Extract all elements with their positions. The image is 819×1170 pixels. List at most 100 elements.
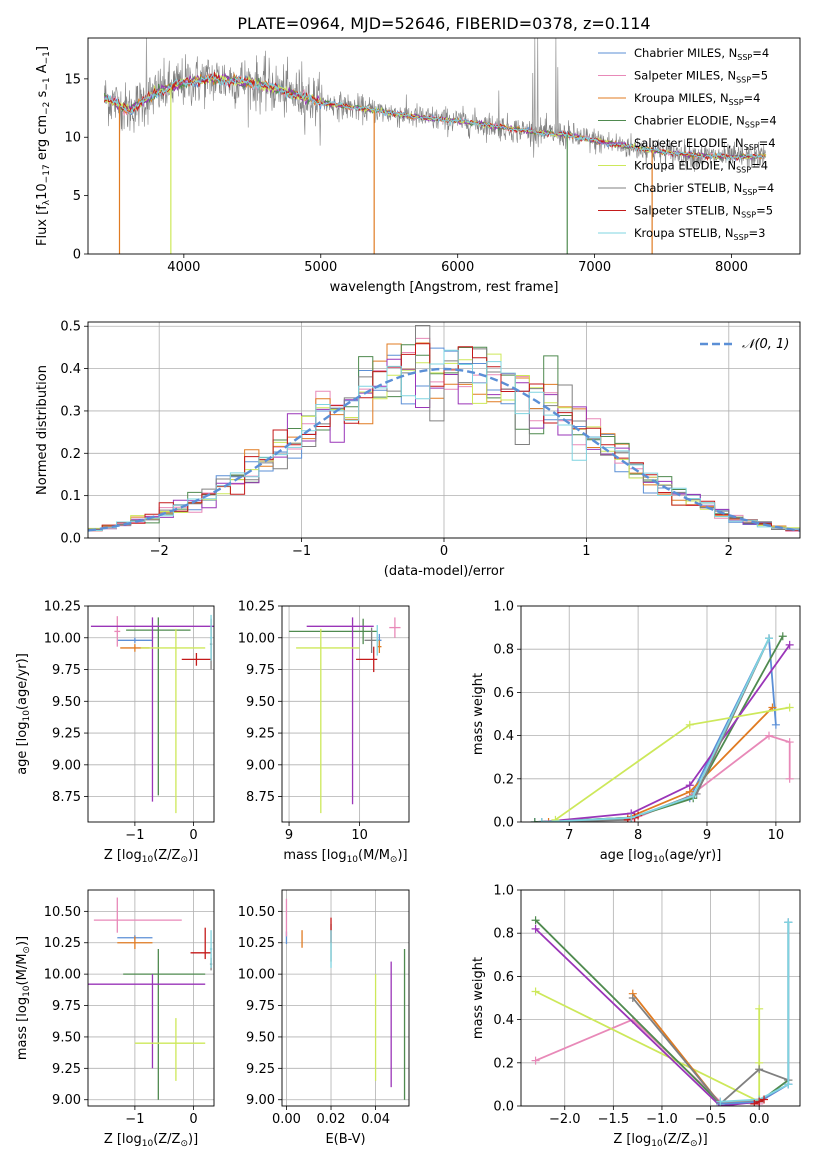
axes-mass_vs_z: −1 0 9.00 9.25 9.50 9.75 10.00 10.25 10.50 Z [log… — [15, 889, 215, 1149]
weight-marker — [531, 924, 540, 933]
axes-mass_vs_ebv: 0.00 0.02 0.04 9.00 9.25 9.50 9.75 10.00 10.25 10… — [238, 889, 410, 1147]
errorbar-salpeter_stelib — [181, 653, 212, 666]
y-tick-label: 9.00 — [246, 1093, 275, 1108]
weight-marker — [784, 918, 793, 927]
y-tick-label: 15 — [64, 72, 81, 87]
x-tick-label: 0.04 — [361, 1112, 390, 1127]
y-tick-label: 8.75 — [52, 790, 81, 805]
weight-marker — [755, 1004, 764, 1013]
y-axis-label: mass weight — [471, 957, 486, 1039]
y-tick-label: 10.25 — [238, 936, 275, 951]
x-axis-label: mass [log10(M/M⊙)] — [283, 848, 407, 865]
errorbar-kroupa_elodie — [140, 628, 206, 814]
y-tick-label: 8.75 — [246, 790, 275, 805]
x-axis-label: Z [log10(Z/Z⊙)] — [104, 848, 198, 865]
emission-line — [554, 38, 557, 134]
x-tick-label: 10 — [351, 828, 368, 843]
x-axis-label: Z [log10(Z/Z⊙)] — [613, 1132, 707, 1149]
y-tick-label: 0.8 — [493, 643, 514, 658]
errorbar-kroupa_stelib — [375, 625, 379, 656]
legend-label: Kroupa ELODIE, NSSP=4 — [634, 159, 768, 175]
emission-line — [300, 61, 303, 97]
weight-marker — [716, 1097, 725, 1106]
axes-frame — [87, 889, 215, 1107]
x-tick-label: −1 — [125, 828, 144, 843]
x-tick-label: 0 — [440, 544, 448, 559]
weight-marker — [530, 818, 539, 822]
y-tick-label: 10.00 — [238, 631, 275, 646]
plot-area-age_vs_z — [90, 614, 214, 814]
x-axis-label: E(B-V) — [325, 1132, 365, 1147]
x-tick-label: 9 — [703, 828, 711, 843]
y-tick-label: 0.0 — [493, 816, 514, 831]
weight-marker — [785, 774, 794, 783]
legend-label: 𝒩(0, 1) — [742, 337, 789, 352]
y-tick-label: 10.25 — [238, 600, 275, 615]
weight-line-kroupa_stelib — [720, 922, 790, 1103]
y-axis-label: Flux [fλ10−17 erg cm−2 s−1 A−1] — [35, 46, 52, 246]
legend-label: Salpeter MILES, NSSP=5 — [634, 69, 768, 85]
weight-marker — [685, 720, 694, 729]
x-tick-label: 7000 — [578, 260, 611, 275]
axes-frame — [87, 37, 801, 255]
y-tick-label: 10 — [64, 131, 81, 146]
x-tick-label: −1 — [125, 1112, 144, 1127]
figure-title: PLATE=0964, MJD=52646, FIBERID=0378, z=0… — [237, 14, 650, 33]
y-tick-label: 9.00 — [52, 758, 81, 773]
legend-gaussian: 𝒩(0, 1) — [700, 337, 789, 352]
weight-marker — [771, 720, 780, 729]
y-tick-label: 9.25 — [52, 727, 81, 742]
plot-area-mass_vs_z — [88, 897, 213, 1100]
errorbar-salpeter_stelib — [190, 927, 212, 960]
y-tick-label: 0.0 — [493, 1100, 514, 1115]
plot-area-residuals — [88, 325, 800, 532]
y-tick-label: 9.00 — [246, 758, 275, 773]
x-tick-label: −1.5 — [598, 1112, 630, 1127]
y-axis-label: age [log10(age/yr)] — [15, 653, 32, 775]
errorbar-kroupa_stelib — [209, 614, 213, 661]
y-tick-label: 1.0 — [493, 600, 514, 615]
emission-line — [145, 38, 148, 100]
x-tick-label: 6000 — [441, 260, 474, 275]
x-tick-label: 2 — [725, 544, 733, 559]
emission-line — [497, 90, 500, 127]
y-tick-label: 9.25 — [52, 1062, 81, 1077]
y-tick-label: 10.00 — [238, 968, 275, 983]
errorbar-salpeter_miles — [93, 897, 182, 933]
legend-label: Chabrier STELIB, NSSP=4 — [634, 181, 774, 197]
x-tick-label: 0.00 — [272, 1112, 301, 1127]
weight-marker — [765, 731, 773, 740]
y-tick-label: 0 — [73, 248, 81, 263]
x-tick-label: −1 — [292, 544, 311, 559]
y-tick-label: 9.75 — [52, 999, 81, 1014]
axes-frame — [87, 605, 215, 823]
errorbar-chabrier_elodie — [126, 617, 191, 796]
y-tick-label: 9.50 — [52, 695, 81, 710]
y-tick-label: 0.2 — [493, 1056, 514, 1071]
weight-marker — [544, 818, 553, 822]
plot-area-spectrum — [103, 38, 767, 254]
emission-line — [533, 38, 536, 132]
legend-label: Kroupa STELIB, NSSP=3 — [634, 226, 765, 242]
x-tick-label: 7 — [565, 828, 573, 843]
y-tick-label: 10.25 — [44, 936, 81, 951]
emission-line — [531, 73, 534, 132]
errorbar-kroupa_stelib — [209, 930, 213, 968]
x-tick-label: 0.02 — [317, 1112, 346, 1127]
y-tick-label: 9.75 — [52, 663, 81, 678]
y-axis-label: mass weight — [471, 673, 486, 755]
errorbar-kroupa_elodie — [134, 1018, 206, 1081]
emission-line — [556, 67, 559, 135]
y-tick-label: 9.25 — [246, 1062, 275, 1077]
histogram-chabrier_stelib — [88, 325, 800, 531]
plot-area-weight_vs_z — [531, 916, 793, 1106]
weight-marker — [784, 1080, 793, 1089]
errorbar-salpeter_elodie — [88, 974, 206, 1069]
axes-spectrum: 4000 5000 6000 7000 8000 0 5 10 15 wavelength [An… — [35, 37, 801, 295]
legend-label: Chabrier ELODIE, NSSP=4 — [634, 114, 777, 130]
y-tick-label: 0.6 — [493, 970, 514, 985]
x-axis-label: wavelength [Angstrom, rest frame] — [330, 280, 559, 295]
x-tick-label: 8000 — [715, 260, 748, 275]
legend-label: Salpeter ELODIE, NSSP=4 — [634, 136, 776, 152]
